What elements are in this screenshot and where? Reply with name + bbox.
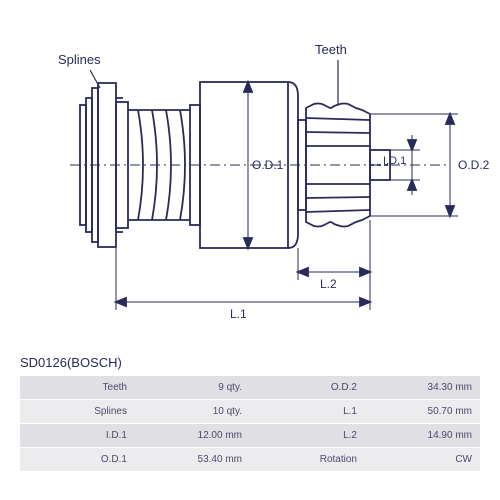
table-row: I.D.1 12.00 mm L.2 14.90 mm: [20, 424, 480, 448]
part-number: SD0126(BOSCH): [20, 355, 122, 370]
spec-label: L.1: [250, 406, 365, 417]
technical-diagram: Splines Teeth O.D.1 O.D.2 I.D.1 L.2 L.1: [20, 10, 480, 350]
l2-dim-label: L.2: [320, 277, 337, 291]
spec-value: 50.70 mm: [365, 406, 480, 417]
table-row: Teeth 9 qty. O.D.2 34.30 mm: [20, 376, 480, 400]
spec-label: Rotation: [250, 454, 365, 465]
od2-dim-label: O.D.2: [458, 158, 489, 172]
spec-label: Teeth: [20, 382, 135, 393]
l1-dim-label: L.1: [230, 307, 247, 321]
table-row: O.D.1 53.40 mm Rotation CW: [20, 448, 480, 472]
id1-dim-label: I.D.1: [383, 155, 406, 167]
spec-label: Splines: [20, 406, 135, 417]
spec-table: Teeth 9 qty. O.D.2 34.30 mm Splines 10 q…: [20, 376, 480, 472]
spec-value: 10 qty.: [135, 406, 250, 417]
od1-dim-label: O.D.1: [252, 158, 283, 172]
table-row: Splines 10 qty. L.1 50.70 mm: [20, 400, 480, 424]
splines-label: Splines: [58, 52, 101, 67]
spec-value: 34.30 mm: [365, 382, 480, 393]
spec-value: 14.90 mm: [365, 430, 480, 441]
spec-label: O.D.1: [20, 454, 135, 465]
spec-value: CW: [365, 454, 480, 465]
spec-value: 53.40 mm: [135, 454, 250, 465]
spec-label: L.2: [250, 430, 365, 441]
spec-label: I.D.1: [20, 430, 135, 441]
spec-value: 9 qty.: [135, 382, 250, 393]
spec-value: 12.00 mm: [135, 430, 250, 441]
teeth-label: Teeth: [315, 42, 347, 57]
spec-label: O.D.2: [250, 382, 365, 393]
